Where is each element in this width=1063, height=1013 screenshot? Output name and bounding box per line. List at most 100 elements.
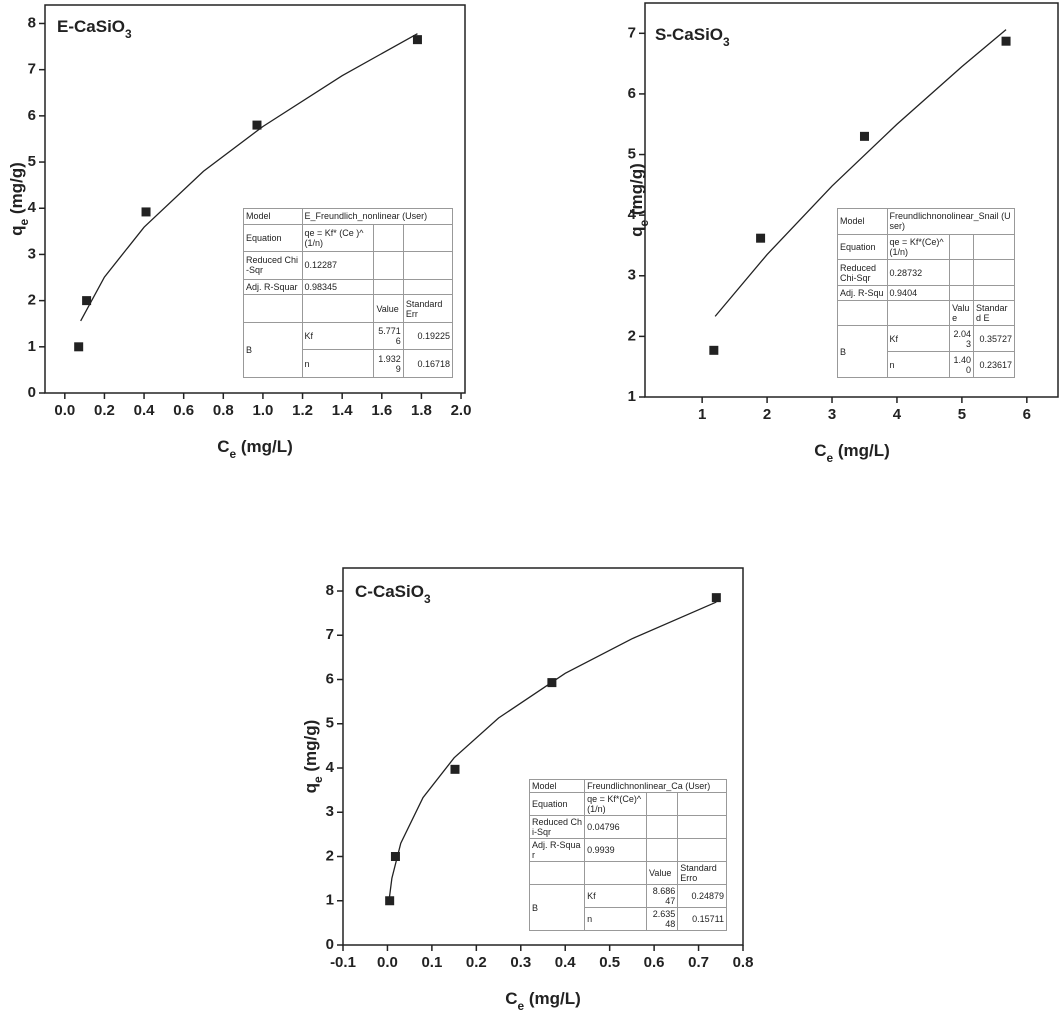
row-value: 0.28732 — [886, 259, 951, 287]
x-axis-label-part: e — [827, 451, 834, 465]
fit-table: Model Freundlichnonlinear_Ca (User) Equati… — [528, 779, 727, 931]
y-tick-label: 5 — [28, 153, 36, 170]
param-cell: n — [886, 351, 951, 378]
param-header-row: Value Standard E — [837, 299, 1015, 327]
data-point — [82, 296, 92, 306]
y-tick-label: 8 — [28, 14, 36, 31]
param-header: Value — [373, 294, 404, 323]
row-value: qe = Kf*(Ce)^(1/n) — [584, 792, 647, 816]
empty-cell — [949, 233, 974, 261]
param-header: Standard E — [973, 299, 1015, 327]
x-axis-label-part: (mg/L) — [524, 989, 581, 1008]
data-point — [390, 852, 400, 862]
param-cell: n — [301, 349, 375, 378]
param-group: B — [243, 321, 303, 379]
fit-table: Model Freundlichnonolinear_Snail (User) Eq… — [837, 208, 1016, 378]
data-point — [1001, 36, 1011, 46]
param-cell: 0.19225 — [402, 321, 454, 351]
param-row: B Kf 2.043 0.35727 — [837, 325, 1015, 378]
row-label: Model — [837, 208, 888, 235]
param-cell: 2.63548 — [645, 907, 679, 931]
empty-cell — [584, 861, 647, 885]
param-cell: 1.9329 — [373, 349, 404, 378]
y-axis-label-part: q — [301, 783, 320, 793]
x-tick-label: 1.2 — [292, 402, 313, 419]
data-point — [547, 678, 557, 688]
param-cell: 1.400 — [949, 351, 974, 378]
row-label: Reduced Chi-Sqr — [243, 251, 303, 280]
empty-cell — [402, 278, 454, 296]
x-tick-label: 1.4 — [332, 402, 354, 419]
row-label: Model — [528, 779, 586, 793]
row-value: 0.12287 — [301, 251, 375, 280]
chart-title: S-CaSiO3 — [655, 25, 730, 49]
table-row: Equation qe = Kf*(Ce)^(1/n) — [837, 233, 1015, 261]
y-tick-label: 3 — [326, 803, 334, 820]
y-tick-label: 8 — [326, 582, 334, 599]
data-point — [709, 345, 719, 355]
param-header-row: Value Standard Err — [243, 294, 454, 323]
chart-title: E-CaSiO3 — [57, 17, 132, 41]
chart-title-part: 3 — [125, 27, 132, 41]
empty-cell — [677, 815, 727, 839]
row-label: Adj. R-Squar — [528, 838, 586, 862]
row-value: Freundlichnonlinear_Ca (User) — [584, 779, 727, 793]
param-cell: 0.24879 — [677, 884, 727, 908]
row-label: Reduced Chi-Sqr — [528, 815, 586, 839]
x-tick-label: 0.0 — [377, 954, 398, 971]
x-axis-label-part: C — [505, 989, 517, 1008]
x-axis-label-part: (mg/L) — [236, 437, 293, 456]
y-tick-label: 2 — [628, 327, 636, 344]
x-tick-label: 4 — [893, 406, 902, 423]
empty-cell — [645, 838, 679, 862]
y-tick-label: 1 — [28, 338, 36, 355]
param-header: Value — [949, 299, 974, 327]
param-cell: 0.16718 — [402, 349, 454, 378]
param-row: B Kf 8.68647 0.24879 — [528, 884, 727, 931]
empty-cell — [373, 278, 404, 296]
row-label: Equation — [243, 223, 303, 253]
y-tick-label: 7 — [628, 24, 636, 41]
data-point — [141, 207, 151, 217]
data-point — [252, 120, 262, 130]
table-row: Reduced Chi-Sqr 0.28732 — [837, 259, 1015, 287]
table-row: Equation qe = Kf* (Ce )^(1/n) — [243, 223, 454, 253]
x-tick-label: 0.6 — [173, 402, 194, 419]
fit-table: Model E_Freundlich_nonlinear (User) Equati… — [243, 208, 454, 379]
y-axis-label-part: q — [627, 226, 646, 236]
row-value: Freundlichnonolinear_Snail (User) — [886, 208, 1016, 235]
x-axis-label: Ce (mg/L) — [505, 989, 581, 1013]
y-axis-label-part: (mg/g) — [301, 720, 320, 777]
param-cell: 0.23617 — [973, 351, 1015, 378]
y-tick-label: 6 — [628, 85, 636, 102]
y-tick-label: 6 — [326, 670, 334, 687]
empty-cell — [973, 259, 1015, 287]
data-point — [385, 896, 395, 906]
x-tick-label: 0.8 — [733, 954, 754, 971]
y-axis-label: qe (mg/g) — [627, 163, 651, 237]
empty-cell — [837, 299, 888, 327]
x-tick-label: 0.4 — [134, 402, 156, 419]
row-value: E_Freundlich_nonlinear (User) — [301, 208, 454, 225]
x-tick-label: 5 — [958, 406, 966, 423]
table-row: Adj. R-Squar 0.98345 — [243, 278, 454, 296]
table-body: Model E_Freundlich_nonlinear (User) Equati… — [243, 208, 454, 379]
param-cell: 8.68647 — [645, 884, 679, 908]
x-axis-label-part: C — [814, 441, 826, 460]
plot-frame — [44, 4, 466, 394]
x-tick-label: -0.1 — [330, 954, 356, 971]
fit-curve — [80, 33, 418, 322]
y-tick-label: 2 — [326, 847, 334, 864]
y-tick-label: 4 — [28, 199, 37, 216]
empty-cell — [973, 233, 1015, 261]
data-point — [859, 131, 869, 141]
x-tick-label: 2 — [763, 406, 771, 423]
y-axis-label: qe (mg/g) — [301, 720, 325, 794]
x-tick-label: 0.6 — [644, 954, 665, 971]
param-row: n 1.400 0.23617 — [838, 351, 1015, 378]
empty-cell — [886, 299, 951, 327]
param-cell: Kf — [301, 321, 375, 351]
x-tick-label: 0.0 — [54, 402, 75, 419]
